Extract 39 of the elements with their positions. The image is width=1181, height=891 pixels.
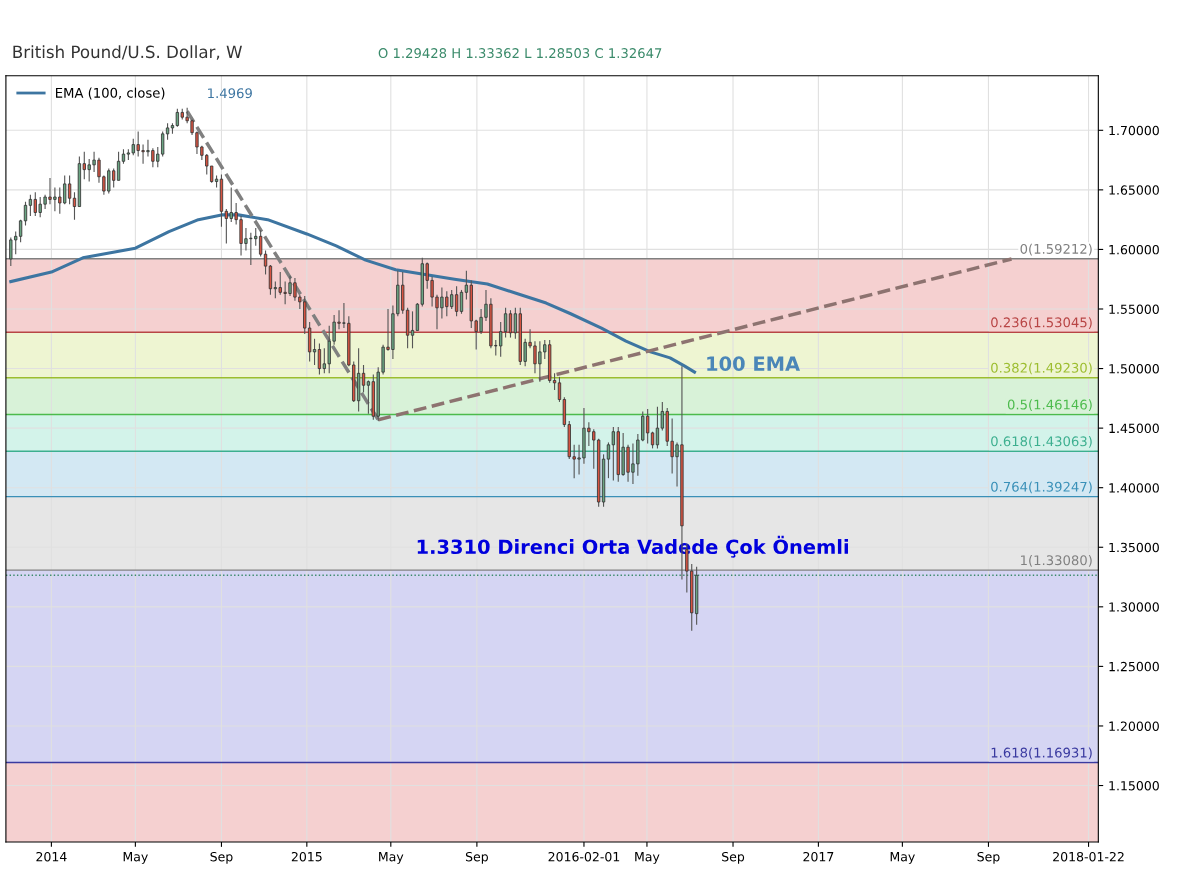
y-tick-label: 1.70000: [1109, 125, 1159, 136]
ref-line-label: 0.236(1.53045): [991, 317, 1092, 329]
x-tick-label: May: [379, 852, 404, 864]
x-tick-label: May: [890, 852, 915, 864]
y-tick-label: 1.55000: [1109, 304, 1159, 314]
y-tick-label: 1.20000: [1109, 721, 1159, 731]
annotation: 100 EMA: [707, 356, 800, 372]
y-tick-label: 1.60000: [1109, 244, 1159, 255]
ref-line-label: 0.764(1.39247): [991, 481, 1092, 494]
x-tick-label: May: [123, 852, 148, 864]
ref-line-label: 1(1.33080): [1021, 555, 1092, 567]
x-tick-label: Sep: [210, 851, 233, 864]
x-tick-label: 2016-02-01: [548, 851, 620, 862]
ref-line-label: 0.5(1.46146): [1007, 399, 1092, 412]
chart-title: British Pound/U.S. Dollar, W: [13, 45, 242, 60]
y-tick-label: 1.50000: [1109, 364, 1159, 374]
x-tick-label: 2017: [803, 851, 834, 862]
annotation: 1.4969: [208, 88, 252, 99]
annotation: 1.3310 Direnci Orta Vadede Çok Önemli: [417, 535, 848, 558]
y-tick-label: 1.65000: [1109, 185, 1159, 195]
x-tick-label: 2018-01-22: [1053, 851, 1124, 862]
y-tick-label: 1.25000: [1109, 661, 1159, 672]
y-tick-label: 1.35000: [1109, 542, 1159, 553]
text: O 1.29428 H 1.33362 L 1.28503 C 1.32647: [378, 48, 662, 59]
ref-line-label: 0.382(1.49230): [991, 362, 1092, 375]
y-tick-label: 1.45000: [1109, 423, 1159, 434]
legend-label: EMA (100, close): [56, 87, 165, 100]
ref-line-label: 0.618(1.43063): [991, 436, 1092, 448]
y-tick-label: 1.15000: [1109, 781, 1159, 791]
x-tick-label: Sep: [465, 851, 488, 864]
y-tick-label: 1.40000: [1109, 483, 1159, 493]
x-tick-label: Sep: [722, 851, 745, 864]
ref-line-label: 0(1.59212): [1020, 243, 1092, 256]
x-tick-label: 2014: [36, 851, 67, 862]
x-tick-label: Sep: [977, 851, 1000, 864]
x-tick-label: 2015: [291, 851, 322, 862]
ref-line-label: 1.618(1.16931): [991, 747, 1092, 760]
x-tick-label: May: [635, 852, 660, 864]
y-tick-label: 1.30000: [1109, 602, 1159, 612]
